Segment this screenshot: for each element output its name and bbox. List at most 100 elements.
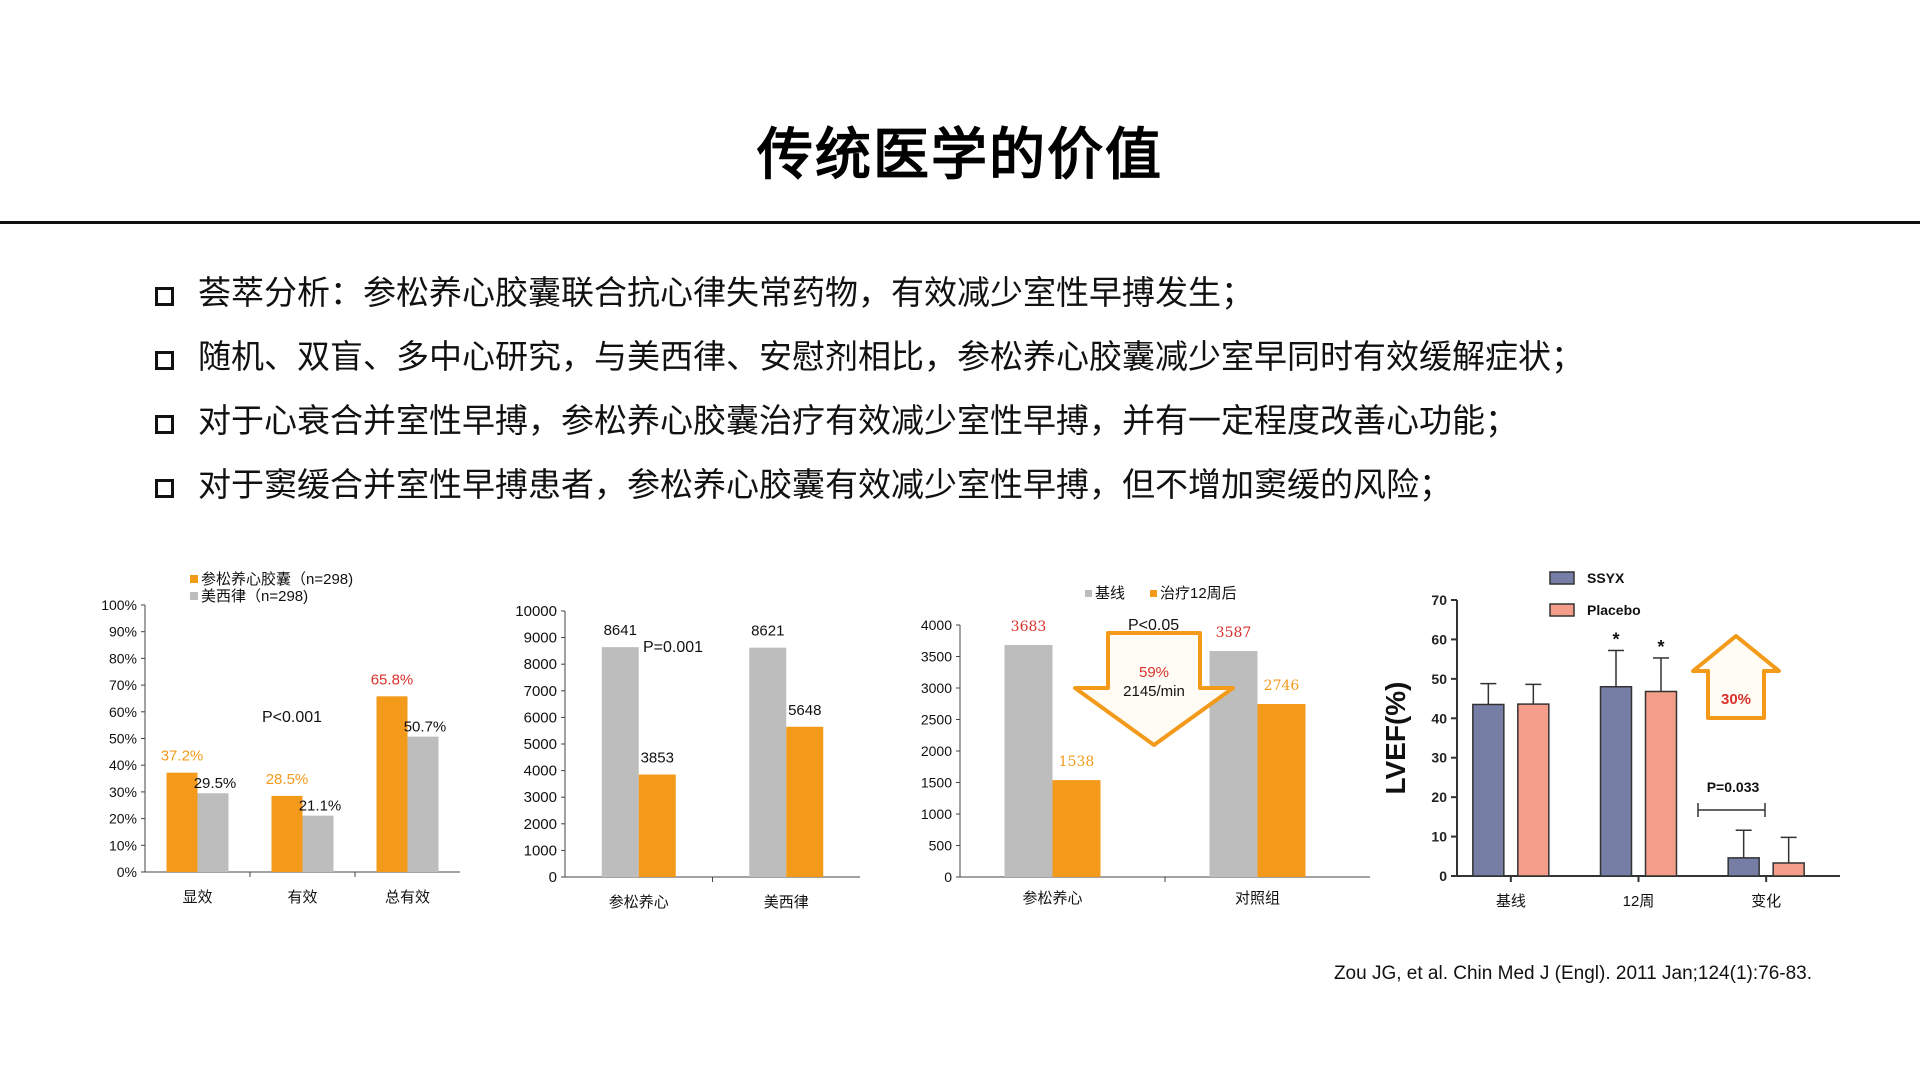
bar-mexiletine bbox=[302, 815, 334, 872]
chart-heart-failure-pvc-svg: 0 500 1000 1500 2000 2500 3000 3500 4000 3683 1538… bbox=[921, 585, 1370, 907]
y-tick-label: 60 bbox=[1431, 631, 1447, 647]
bullet-text: 对于窦缓合并室性早搏患者，参松养心胶囊有效减少室性早搏，但不增加窦缓的风险； bbox=[198, 465, 1452, 504]
y-tick-label: 40 bbox=[1431, 710, 1447, 726]
p-value-annotation: P<0.001 bbox=[262, 709, 322, 726]
bar-ssyx bbox=[1599, 685, 1633, 877]
title-divider bbox=[0, 221, 1920, 224]
x-tick-label: 变化 bbox=[1751, 893, 1781, 910]
y-tick-label: 1500 bbox=[921, 775, 952, 791]
data-label: 29.5% bbox=[194, 775, 237, 792]
y-tick-label: 70% bbox=[109, 677, 137, 693]
increase-arrow bbox=[1691, 634, 1781, 720]
legend-label: 治疗12周后 bbox=[1160, 585, 1237, 602]
bar-treatment bbox=[786, 726, 824, 877]
data-label: 2746 bbox=[1264, 678, 1300, 694]
y-tick-label: 3000 bbox=[921, 680, 952, 696]
significance-marker: * bbox=[1657, 637, 1664, 657]
data-label: 8641 bbox=[604, 622, 637, 639]
data-label: 1538 bbox=[1059, 754, 1095, 770]
data-label: 3853 bbox=[641, 750, 674, 767]
bullet-list: 荟萃分析：参松养心胶囊联合抗心律失常药物，有效减少室性早搏发生； 随机、双盲、多… bbox=[152, 268, 1584, 524]
y-tick-label: 10000 bbox=[515, 603, 557, 620]
y-tick-label: 9000 bbox=[524, 630, 557, 647]
y-tick-label: 2000 bbox=[524, 816, 557, 833]
chart-lvef: 0 10 20 30 40 50 60 70 LVEF(%) 基线 * * 12周 变化 30% P=0.03… bbox=[1370, 560, 1850, 920]
y-tick-label: 50% bbox=[109, 731, 137, 747]
y-tick-label: 0 bbox=[1439, 868, 1447, 884]
data-label: 3683 bbox=[1011, 619, 1047, 635]
bullet-square-icon bbox=[155, 287, 174, 306]
y-tick-label: 500 bbox=[929, 838, 953, 854]
y-tick-label: 100% bbox=[101, 597, 137, 613]
x-tick-label: 显效 bbox=[182, 889, 212, 906]
chart-pvc-counts: 0 1000 2000 3000 4000 5000 6000 7000 8000 9000 100… bbox=[500, 590, 870, 920]
bar-placebo bbox=[1517, 703, 1550, 877]
significance-marker: * bbox=[1612, 629, 1619, 649]
x-tick-label: 美西律 bbox=[764, 894, 809, 911]
legend-swatch bbox=[1549, 571, 1575, 585]
y-tick-label: 6000 bbox=[524, 709, 557, 726]
y-tick-label: 70 bbox=[1431, 592, 1447, 608]
p-value-annotation: P=0.001 bbox=[643, 639, 703, 656]
y-tick-label: 8000 bbox=[524, 656, 557, 673]
y-tick-label: 2000 bbox=[921, 743, 952, 759]
chart-lvef-svg: 0 10 20 30 40 50 60 70 LVEF(%) 基线 * * 12周 变化 30% P=0.03… bbox=[1380, 570, 1840, 910]
y-tick-label: 4000 bbox=[524, 763, 557, 780]
bar-mexiletine bbox=[407, 736, 439, 872]
x-tick-label: 总有效 bbox=[385, 889, 430, 906]
y-tick-label: 0% bbox=[117, 864, 137, 880]
bar-12-weeks bbox=[1257, 704, 1306, 877]
y-tick-label: 3000 bbox=[524, 789, 557, 806]
bullet-square-icon bbox=[155, 479, 174, 498]
bullet-square-icon bbox=[155, 351, 174, 370]
y-tick-label: 40% bbox=[109, 757, 137, 773]
arrow-rate-label: 2145/min bbox=[1123, 683, 1185, 700]
bar-placebo bbox=[1772, 862, 1805, 877]
bar-baseline bbox=[749, 647, 787, 877]
bar-ssyx bbox=[166, 772, 198, 872]
y-tick-label: 20 bbox=[1431, 789, 1447, 805]
p-value-annotation: P=0.033 bbox=[1707, 779, 1760, 795]
y-tick-label: 10 bbox=[1431, 829, 1447, 845]
y-tick-label: 30% bbox=[109, 784, 137, 800]
x-tick-label: 基线 bbox=[1496, 893, 1526, 910]
y-tick-label: 50 bbox=[1431, 671, 1447, 687]
legend-swatch bbox=[190, 575, 198, 583]
bar-ssyx bbox=[376, 696, 408, 872]
legend-swatch bbox=[1549, 603, 1575, 617]
data-label: 21.1% bbox=[299, 798, 342, 815]
p-value-annotation: P<0.05 bbox=[1128, 617, 1179, 634]
legend-swatch bbox=[190, 592, 198, 600]
y-tick-label: 1000 bbox=[524, 842, 557, 859]
y-tick-label: 60% bbox=[109, 704, 137, 720]
x-tick-label: 参松养心 bbox=[1022, 890, 1082, 907]
bar-baseline bbox=[1004, 644, 1053, 877]
bullet-item: 对于窦缓合并室性早搏患者，参松养心胶囊有效减少室性早搏，但不增加窦缓的风险； bbox=[152, 460, 1584, 524]
data-label: 5648 bbox=[788, 702, 821, 719]
legend-label: SSYX bbox=[1587, 570, 1625, 586]
data-label: 65.8% bbox=[371, 671, 414, 688]
data-label: 37.2% bbox=[161, 748, 204, 765]
y-tick-label: 80% bbox=[109, 650, 137, 666]
bar-mexiletine bbox=[197, 793, 229, 872]
y-tick-label: 30 bbox=[1431, 750, 1447, 766]
arrow-percent-label: 30% bbox=[1721, 691, 1751, 708]
y-tick-label: 10% bbox=[109, 837, 137, 853]
decrease-arrow bbox=[1073, 631, 1235, 747]
y-tick-label: 0 bbox=[944, 869, 952, 885]
bullet-text: 对于心衰合并室性早搏，参松养心胶囊治疗有效减少室性早搏，并有一定程度改善心功能； bbox=[198, 401, 1518, 440]
y-tick-label: 5000 bbox=[524, 736, 557, 753]
citation: Zou JG, et al. Chin Med J (Engl). 2011 J… bbox=[1333, 963, 1812, 984]
y-tick-label: 2500 bbox=[921, 712, 952, 728]
legend-swatch bbox=[1085, 590, 1092, 597]
y-axis-title: LVEF(%) bbox=[1380, 681, 1411, 794]
bar-baseline bbox=[601, 647, 639, 877]
bullet-item: 对于心衰合并室性早搏，参松养心胶囊治疗有效减少室性早搏，并有一定程度改善心功能； bbox=[152, 396, 1584, 460]
x-tick-label: 有效 bbox=[287, 889, 317, 906]
x-tick-label: 参松养心 bbox=[609, 894, 669, 911]
x-tick-label: 对照组 bbox=[1235, 890, 1280, 907]
legend-label: 参松养心胶囊（n=298) bbox=[201, 571, 353, 588]
legend-label: Placebo bbox=[1587, 602, 1641, 618]
y-tick-label: 20% bbox=[109, 811, 137, 827]
page-title: 传统医学的价值 bbox=[757, 123, 1163, 188]
